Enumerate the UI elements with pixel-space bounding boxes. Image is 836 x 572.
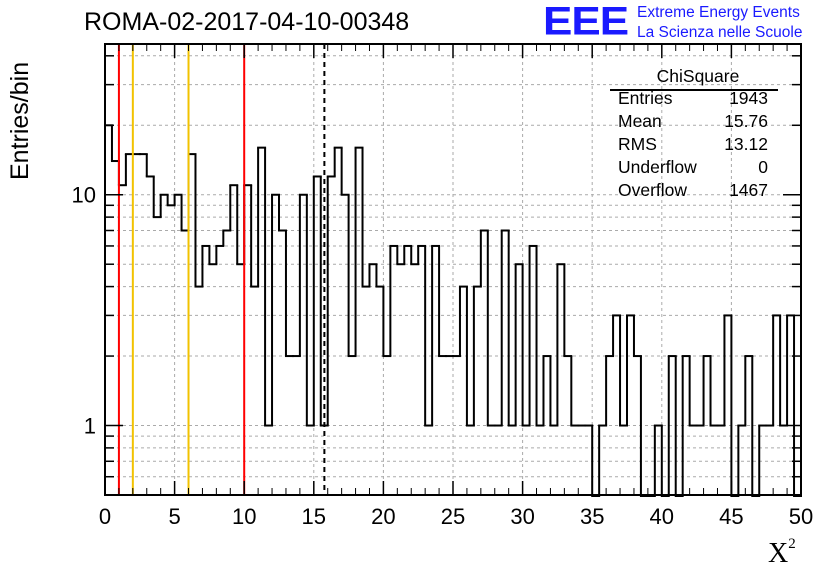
logo-line-2: La Scienza nelle Scuole xyxy=(637,24,803,41)
stats-divider xyxy=(610,89,778,91)
x-tick-label: 15 xyxy=(302,504,326,529)
stats-row-mean: Mean 15.76 xyxy=(610,111,780,134)
x-axis-label-base: X xyxy=(768,538,789,569)
x-tick-label: 25 xyxy=(441,504,465,529)
x-axis-label: X2 xyxy=(768,536,796,570)
y-tick-label: 10 xyxy=(72,183,96,208)
x-tick-label: 30 xyxy=(510,504,534,529)
stats-label: Overflow xyxy=(618,180,688,200)
x-axis-label-exponent: 2 xyxy=(788,536,796,552)
x-tick-label: 35 xyxy=(580,504,604,529)
stats-value: 1943 xyxy=(729,88,768,108)
y-axis-label: Entries/bin xyxy=(6,61,34,180)
histogram xyxy=(104,124,802,497)
stats-value: 1467 xyxy=(729,180,768,200)
reference-lines xyxy=(117,44,326,495)
eee-logo: EEE xyxy=(543,0,629,44)
stats-title: ChiSquare xyxy=(656,66,740,86)
y-tick-labels: 1 10 xyxy=(72,183,96,439)
logo-line-1: Extreme Energy Events xyxy=(637,4,800,21)
stats-value: 0 xyxy=(758,157,768,177)
stats-value: 15.76 xyxy=(724,111,768,131)
x-tick-labels: 0 5 10 15 20 25 30 35 40 45 50 xyxy=(99,504,813,529)
stats-box: ChiSquare Entries 1943 Mean 15.76 RMS 13… xyxy=(610,66,780,203)
y-tick-label: 1 xyxy=(84,414,96,439)
stats-row-rms: RMS 13.12 xyxy=(610,134,780,157)
x-tick-label: 40 xyxy=(650,504,674,529)
stats-label: Entries xyxy=(618,88,673,108)
stats-row-entries: Entries 1943 xyxy=(610,88,780,111)
x-tick-label: 50 xyxy=(789,504,813,529)
x-tick-label: 10 xyxy=(232,504,256,529)
stats-row-overflow: Overflow 1467 xyxy=(610,180,780,203)
x-tick-label: 0 xyxy=(99,504,111,529)
chart-title: ROMA-02-2017-04-10-00348 xyxy=(84,8,410,36)
x-tick-label: 20 xyxy=(371,504,395,529)
x-tick-label: 45 xyxy=(719,504,743,529)
x-tick-label: 5 xyxy=(168,504,180,529)
stats-row-underflow: Underflow 0 xyxy=(610,157,780,180)
stats-label: Mean xyxy=(618,111,662,131)
stats-label: RMS xyxy=(618,134,657,154)
stats-label: Underflow xyxy=(618,157,697,177)
stats-value: 13.12 xyxy=(724,134,768,154)
axis-ticks xyxy=(104,44,802,495)
